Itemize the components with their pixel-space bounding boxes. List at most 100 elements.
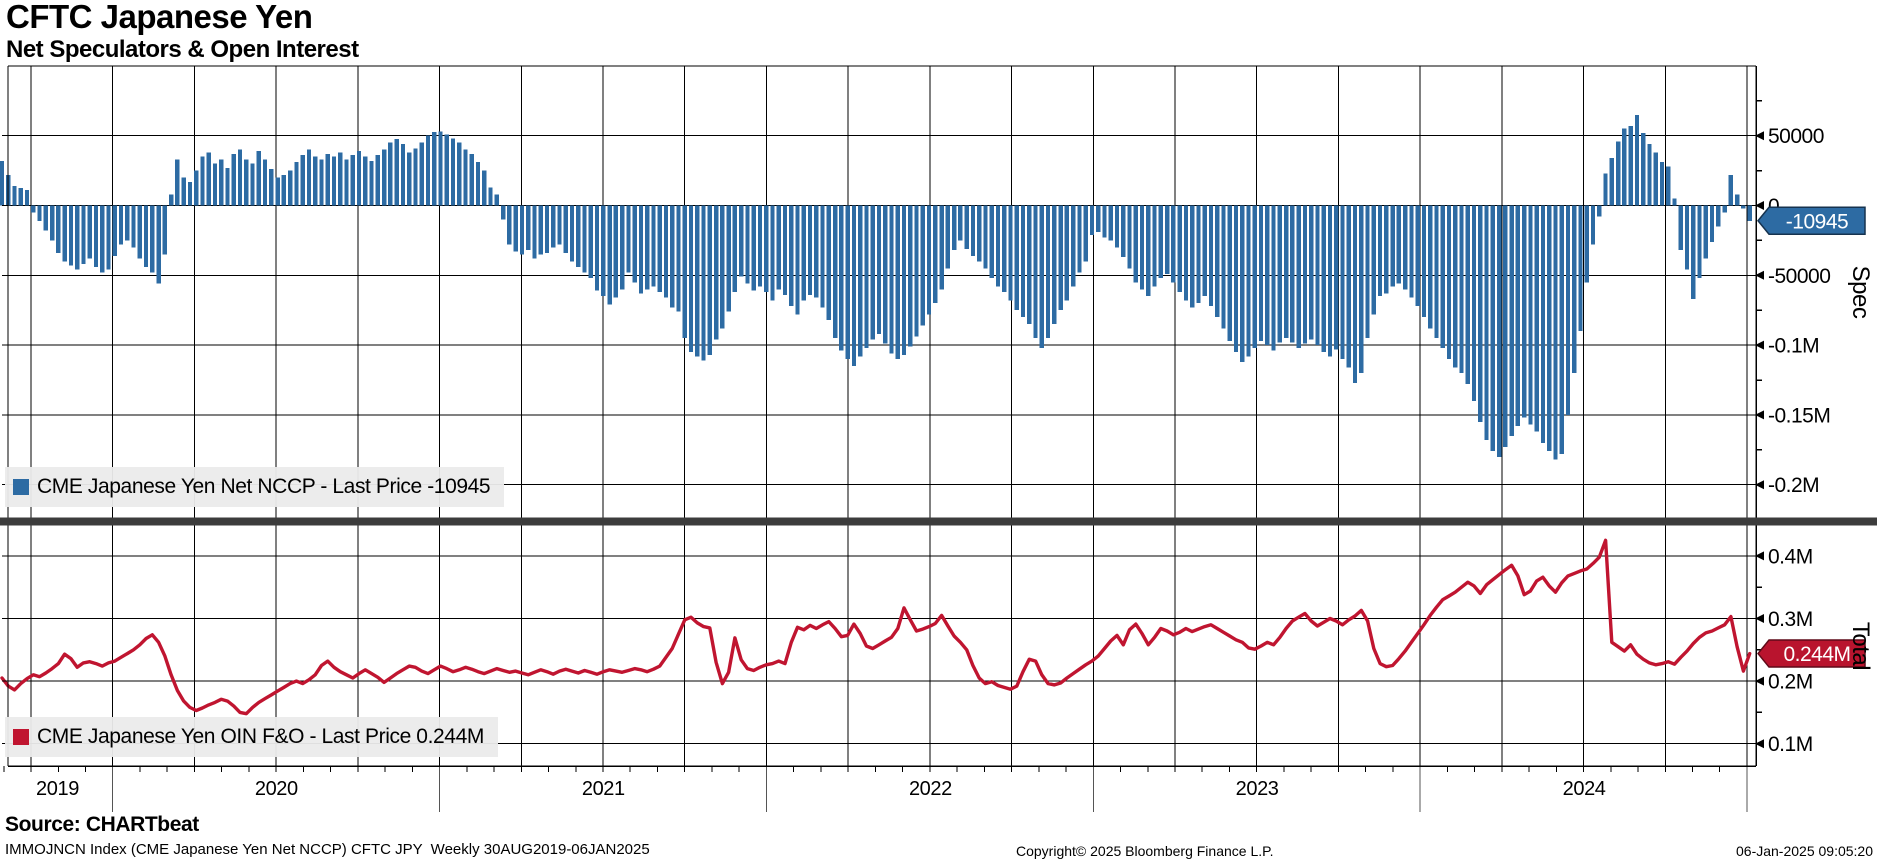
spec-bar (682, 205, 687, 339)
x-axis-year-label: 2024 (1562, 778, 1606, 800)
spec-bar (895, 205, 900, 360)
spec-bar (469, 153, 474, 206)
spec-bar (294, 162, 299, 206)
spec-bar (143, 205, 149, 267)
spec-bar (1628, 125, 1633, 206)
spec-bar (726, 205, 731, 312)
spec-bar (1183, 205, 1189, 301)
spec-bar (945, 205, 951, 269)
spec-bar (713, 205, 719, 340)
spec-bar (1070, 205, 1076, 287)
spec-bar (281, 174, 287, 206)
spec-bar (1020, 205, 1026, 318)
spec-bar (256, 151, 261, 206)
footer-source: Source: CHARTbeat (5, 813, 199, 836)
spec-bar (1146, 205, 1151, 297)
spec-bar (901, 205, 907, 355)
spec-axis-title: Spec (1847, 265, 1874, 319)
spec-bar (1327, 205, 1333, 357)
spec-bar (1227, 205, 1232, 341)
spec-bar (300, 155, 305, 206)
page-title: CFTC Japanese Yen (6, 0, 313, 35)
spec-bar (400, 144, 406, 206)
spec-bar (344, 159, 349, 206)
spec-bar (820, 205, 825, 308)
spec-bar (1121, 205, 1126, 258)
spec-bar (519, 205, 525, 255)
spec-bar (432, 132, 437, 206)
spec-bar (1622, 128, 1627, 206)
spec-bar (319, 159, 324, 206)
spec-bar (1490, 205, 1495, 452)
total-series-swatch-icon (13, 729, 29, 745)
spec-bar (1302, 205, 1308, 344)
spec-bar (1409, 205, 1414, 298)
x-axis-year-label: 2019 (36, 778, 79, 800)
spec-bar (751, 205, 756, 291)
spec-bar (137, 205, 142, 259)
page-subtitle: Net Speculators & Open Interest (6, 36, 359, 63)
axis-tick-label: 50000 (1768, 125, 1824, 148)
last-price-badge-label: -10945 (1786, 210, 1848, 233)
spec-bar (494, 194, 500, 206)
spec-bar (482, 170, 487, 206)
spec-bar (269, 169, 274, 206)
spec-bar (488, 187, 493, 206)
spec-bar (1446, 205, 1452, 360)
total-axis-title: Total (1847, 621, 1874, 671)
spec-bar (100, 205, 105, 273)
spec-bar (250, 163, 255, 206)
spec-bar (739, 205, 744, 277)
spec-bar (1515, 205, 1521, 427)
spec-bar (1653, 152, 1658, 206)
spec-bar (801, 205, 806, 301)
spec-bar (1522, 205, 1527, 418)
spec-bar (832, 205, 838, 339)
spec-bar (601, 205, 606, 297)
spec-bar (313, 156, 318, 206)
spec-bar (1371, 205, 1376, 315)
spec-bar (970, 205, 976, 256)
axis-tick-label: -0.15M (1768, 404, 1830, 427)
spec-bar (1722, 205, 1727, 213)
spec-bar (1296, 205, 1301, 348)
spec-bar (1346, 205, 1351, 368)
last-price-badge (1757, 206, 1866, 236)
spec-bar (1365, 205, 1370, 339)
spec-bar (1684, 205, 1690, 270)
spec-bar (450, 138, 456, 206)
spec-bar (1096, 205, 1101, 233)
spec-bar (175, 159, 180, 206)
spec-bar (331, 156, 337, 206)
spec-bar (231, 153, 236, 206)
spec-bar (1152, 205, 1157, 287)
spec-bar (1077, 205, 1082, 273)
spec-bar (1265, 205, 1270, 346)
spec-bar (676, 205, 681, 312)
spec-bar (1321, 205, 1326, 353)
spec-bar (651, 205, 656, 287)
spec-bar (613, 205, 619, 298)
spec-bar (958, 205, 963, 241)
legend-spec-series[interactable]: CME Japanese Yen Net NCCP - Last Price -… (5, 467, 505, 507)
spec-bar (1221, 205, 1226, 329)
legend-total-series[interactable]: CME Japanese Yen OIN F&O - Last Price 0.… (5, 717, 498, 757)
spec-bar (444, 134, 449, 206)
spec-bar (538, 205, 543, 255)
spec-bar (1033, 205, 1038, 339)
spec-bar (1384, 205, 1389, 294)
spec-bar (1559, 205, 1564, 454)
spec-bar (638, 205, 644, 294)
spec-bar (1547, 205, 1552, 452)
spec-bar (1290, 205, 1295, 343)
spec-bar (889, 205, 894, 354)
spec-bar (194, 170, 199, 206)
spec-bar (24, 190, 30, 206)
spec-bar (106, 205, 111, 270)
spec-bar (1258, 205, 1264, 341)
last-price-badge (1757, 639, 1866, 668)
spec-bar (776, 205, 781, 290)
axis-tick-arrow (1755, 270, 1764, 280)
spec-bar (594, 205, 600, 291)
